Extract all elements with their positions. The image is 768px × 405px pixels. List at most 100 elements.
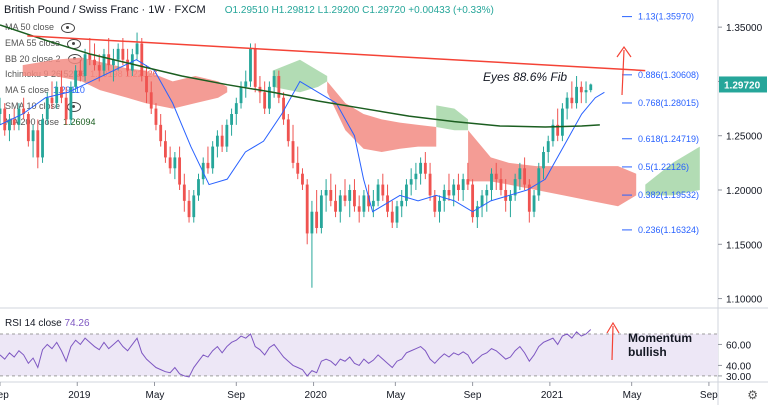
- candle-body: [461, 179, 465, 190]
- last-price-label: 1.29720: [724, 80, 761, 91]
- candle-body: [334, 200, 337, 212]
- candle-body: [41, 119, 44, 158]
- candle-body: [423, 162, 427, 174]
- candle-body: [107, 54, 111, 66]
- candle-body: [64, 97, 68, 120]
- candle-body: [0, 108, 2, 114]
- candle-body: [589, 84, 593, 91]
- candle-body: [154, 108, 158, 125]
- candle-body: [296, 162, 300, 174]
- fib-level-label: 0.382(1.19532): [638, 190, 699, 200]
- candle-body: [178, 157, 182, 185]
- candle-body: [8, 119, 11, 131]
- candle-body: [362, 195, 366, 212]
- fib-level-label: 0.618(1.24719): [638, 134, 699, 144]
- candle-body: [286, 119, 290, 142]
- candle-body: [508, 195, 512, 201]
- candle-body: [310, 211, 314, 234]
- candle-body: [457, 184, 460, 190]
- y-tick-label: 1.35000: [726, 23, 763, 34]
- candle-body: [220, 135, 224, 147]
- candle-body: [93, 59, 96, 66]
- candle-body: [546, 141, 550, 152]
- price-arrow-head: [616, 45, 632, 58]
- eye-icon[interactable]: [61, 22, 76, 33]
- candle-body: [405, 184, 408, 201]
- candle-body: [83, 54, 87, 76]
- candle-body: [357, 206, 361, 212]
- candle-body: [301, 173, 304, 185]
- candle-body: [466, 179, 470, 185]
- candle-body: [475, 206, 479, 218]
- candle-body: [197, 179, 200, 196]
- candle-body: [433, 195, 437, 212]
- rsi-legend[interactable]: RSI 14 close 74.26: [5, 318, 90, 329]
- x-tick-label: Sep: [464, 390, 482, 401]
- fib-level-label: 1.13(1.35970): [638, 12, 694, 22]
- candle-body: [135, 43, 139, 55]
- ichimoku-cloud: [272, 59, 328, 93]
- ichimoku-cloud: [436, 105, 469, 131]
- candle-body: [26, 114, 30, 142]
- candle-body: [556, 124, 560, 136]
- candle-body: [31, 130, 35, 142]
- rsi-line: [0, 329, 592, 378]
- y-tick-label: 1.25000: [726, 132, 763, 143]
- gear-icon[interactable]: ⚙: [747, 388, 758, 402]
- candle-body: [371, 200, 375, 207]
- candle-body: [12, 119, 16, 125]
- ohlc-readout: O1.29510 H1.29812 L1.29200 C1.29720 +0.0…: [224, 5, 494, 16]
- candle-body: [145, 76, 148, 93]
- y-tick-label: 1.20000: [726, 186, 763, 197]
- candle-body: [168, 157, 172, 169]
- candle-body: [471, 184, 475, 218]
- candle-body: [560, 108, 564, 136]
- candle-body: [244, 81, 248, 87]
- ichimoku-cloud: [327, 81, 437, 152]
- candle-body: [485, 190, 489, 196]
- candle-body: [282, 97, 285, 120]
- x-tick-label: May: [623, 390, 642, 401]
- candle-body: [102, 54, 106, 71]
- candle-body: [315, 211, 319, 228]
- x-tick-label: Sep: [0, 390, 9, 401]
- x-tick-label: May: [386, 390, 405, 401]
- candle-body: [390, 211, 394, 223]
- candle-body: [428, 173, 432, 196]
- candle-body: [267, 86, 271, 109]
- candle-body: [551, 124, 555, 142]
- symbol-title[interactable]: British Pound / Swiss Franc · 1W · FXCM: [4, 4, 206, 16]
- candle-body: [494, 173, 498, 180]
- candle-body: [438, 200, 441, 212]
- candle-body: [249, 48, 252, 82]
- candle-body: [452, 184, 456, 196]
- candle-body: [140, 43, 144, 76]
- y-tick-label: 1.10000: [726, 295, 763, 306]
- candle-body: [192, 195, 196, 218]
- rsi-y-tick-label: 40.00: [726, 361, 751, 372]
- candle-body: [163, 141, 167, 158]
- candle-body: [381, 184, 385, 196]
- candle-body: [575, 86, 578, 104]
- candle-body: [22, 108, 26, 114]
- candle-body: [121, 48, 125, 60]
- legend-row-ma200[interactable]: MA 200 close 1.26094: [5, 116, 96, 127]
- rsi-y-tick-label: 30.00: [726, 372, 751, 383]
- x-tick-label: Sep: [700, 390, 718, 401]
- candle-body: [50, 97, 54, 104]
- candle-body: [419, 162, 423, 174]
- candle-body: [414, 173, 418, 180]
- legend-row-ma50[interactable]: MA 50 close: [5, 20, 158, 36]
- candle-body: [442, 190, 446, 201]
- candle-body: [513, 179, 517, 196]
- x-tick-label: 2021: [541, 390, 564, 401]
- candle-body: [565, 97, 569, 109]
- rsi-arrow-head: [606, 321, 620, 334]
- x-tick-label: Sep: [227, 390, 245, 401]
- candle-body: [116, 48, 120, 60]
- rsi-arrow: [611, 325, 614, 361]
- legend-row-ma5[interactable]: MA 5 close 1.29110: [5, 85, 85, 96]
- fib-level-label: 0.768(1.28015): [638, 98, 699, 108]
- candle-body: [324, 190, 328, 196]
